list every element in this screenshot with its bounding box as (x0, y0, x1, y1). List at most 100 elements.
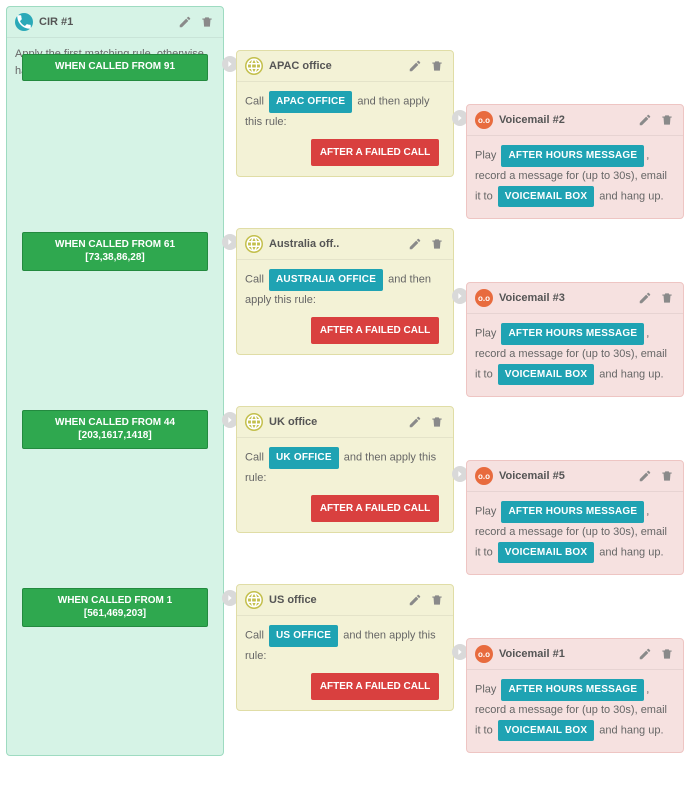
voicemail-header: o.o Voicemail #2 (467, 105, 683, 136)
office-icon (245, 591, 263, 609)
after-failed-button[interactable]: AFTER A FAILED CALL (311, 317, 439, 345)
office-chip[interactable]: AUSTRALIA OFFICE (269, 269, 383, 291)
cir-card: CIR #1 Apply the first matching rule, ot… (6, 6, 224, 756)
cir-body: Apply the first matching rule, otherwise… (7, 38, 223, 754)
voicemail-header: o.o Voicemail #3 (467, 283, 683, 314)
voicemail-title: Voicemail #1 (499, 648, 631, 660)
office-title: APAC office (269, 60, 401, 72)
office-header: UK office (237, 407, 453, 438)
office-icon (245, 57, 263, 75)
cir-title: CIR #1 (39, 16, 171, 28)
voicemail-body: Play AFTER HOURS MESSAGE, record a messa… (467, 314, 683, 396)
voicemail-title: Voicemail #2 (499, 114, 631, 126)
voicemail-card: o.o Voicemail #5 Play AFTER HOURS MESSAG… (466, 460, 684, 575)
delete-icon[interactable] (429, 592, 445, 608)
condition-line1: WHEN CALLED FROM 44 (55, 417, 175, 428)
voicemail-play: Play (475, 684, 496, 696)
office-icon (245, 413, 263, 431)
office-call-prefix: Call (245, 452, 264, 464)
voicemail-play: Play (475, 328, 496, 340)
voicemail-icon: o.o (475, 289, 493, 307)
condition-line1: WHEN CALLED FROM 61 (55, 239, 175, 250)
office-card: APAC office Call APAC OFFICE and then ap… (236, 50, 454, 177)
office-call-prefix: Call (245, 630, 264, 642)
edit-icon[interactable] (407, 236, 423, 252)
voicemail-card: o.o Voicemail #3 Play AFTER HOURS MESSAG… (466, 282, 684, 397)
office-title: US office (269, 594, 401, 606)
edit-icon[interactable] (177, 14, 193, 30)
voicemail-tail: and hang up. (599, 368, 663, 380)
edit-icon[interactable] (407, 58, 423, 74)
after-hours-chip[interactable]: AFTER HOURS MESSAGE (501, 145, 644, 167)
voicemail-tail: and hang up. (599, 546, 663, 558)
office-card: Australia off.. Call AUSTRALIA OFFICE an… (236, 228, 454, 355)
voicemail-box-chip[interactable]: VOICEMAIL BOX (498, 720, 594, 742)
office-title: Australia off.. (269, 238, 401, 250)
condition-button[interactable]: WHEN CALLED FROM 61 [73,38,86,28] (22, 232, 208, 271)
office-icon (245, 235, 263, 253)
edit-icon[interactable] (637, 646, 653, 662)
edit-icon[interactable] (637, 112, 653, 128)
delete-icon[interactable] (429, 236, 445, 252)
office-chip[interactable]: US OFFICE (269, 625, 338, 647)
voicemail-play: Play (475, 506, 496, 518)
cir-icon (15, 13, 33, 31)
office-title: UK office (269, 416, 401, 428)
edit-icon[interactable] (637, 290, 653, 306)
voicemail-body: Play AFTER HOURS MESSAGE, record a messa… (467, 670, 683, 752)
after-hours-chip[interactable]: AFTER HOURS MESSAGE (501, 679, 644, 701)
voicemail-icon: o.o (475, 467, 493, 485)
office-call-prefix: Call (245, 96, 264, 108)
office-header: APAC office (237, 51, 453, 82)
office-body: Call APAC OFFICE and then apply this rul… (237, 82, 453, 176)
condition-line1: WHEN CALLED FROM 1 (58, 595, 172, 606)
condition-line2: [561,469,203] (84, 608, 146, 619)
delete-icon[interactable] (659, 112, 675, 128)
condition-line2: [203,1617,1418] (78, 430, 151, 441)
voicemail-card: o.o Voicemail #2 Play AFTER HOURS MESSAG… (466, 104, 684, 219)
after-hours-chip[interactable]: AFTER HOURS MESSAGE (501, 501, 644, 523)
voicemail-play: Play (475, 150, 496, 162)
cir-header: CIR #1 (7, 7, 223, 38)
edit-icon[interactable] (637, 468, 653, 484)
voicemail-body: Play AFTER HOURS MESSAGE, record a messa… (467, 492, 683, 574)
voicemail-box-chip[interactable]: VOICEMAIL BOX (498, 186, 594, 208)
voicemail-title: Voicemail #5 (499, 470, 631, 482)
voicemail-body: Play AFTER HOURS MESSAGE, record a messa… (467, 136, 683, 218)
voicemail-box-chip[interactable]: VOICEMAIL BOX (498, 364, 594, 386)
delete-icon[interactable] (659, 646, 675, 662)
office-card: US office Call US OFFICE and then apply … (236, 584, 454, 711)
voicemail-box-chip[interactable]: VOICEMAIL BOX (498, 542, 594, 564)
office-chip[interactable]: APAC OFFICE (269, 91, 352, 113)
voicemail-header: o.o Voicemail #5 (467, 461, 683, 492)
voicemail-title: Voicemail #3 (499, 292, 631, 304)
voicemail-tail: and hang up. (599, 724, 663, 736)
office-body: Call AUSTRALIA OFFICE and then apply thi… (237, 260, 453, 354)
office-body: Call UK OFFICE and then apply this rule:… (237, 438, 453, 532)
after-hours-chip[interactable]: AFTER HOURS MESSAGE (501, 323, 644, 345)
condition-button[interactable]: WHEN CALLED FROM 91 (22, 54, 208, 81)
delete-icon[interactable] (199, 14, 215, 30)
condition-button[interactable]: WHEN CALLED FROM 44 [203,1617,1418] (22, 410, 208, 449)
after-failed-button[interactable]: AFTER A FAILED CALL (311, 495, 439, 523)
voicemail-header: o.o Voicemail #1 (467, 639, 683, 670)
office-call-prefix: Call (245, 274, 264, 286)
delete-icon[interactable] (659, 468, 675, 484)
delete-icon[interactable] (429, 58, 445, 74)
condition-line1: WHEN CALLED FROM 91 (55, 61, 175, 72)
edit-icon[interactable] (407, 414, 423, 430)
voicemail-card: o.o Voicemail #1 Play AFTER HOURS MESSAG… (466, 638, 684, 753)
office-chip[interactable]: UK OFFICE (269, 447, 339, 469)
condition-line2: [73,38,86,28] (85, 252, 145, 263)
voicemail-icon: o.o (475, 645, 493, 663)
voicemail-icon: o.o (475, 111, 493, 129)
edit-icon[interactable] (407, 592, 423, 608)
after-failed-button[interactable]: AFTER A FAILED CALL (311, 673, 439, 701)
voicemail-tail: and hang up. (599, 190, 663, 202)
office-body: Call US OFFICE and then apply this rule:… (237, 616, 453, 710)
condition-button[interactable]: WHEN CALLED FROM 1 [561,469,203] (22, 588, 208, 627)
delete-icon[interactable] (659, 290, 675, 306)
office-header: Australia off.. (237, 229, 453, 260)
delete-icon[interactable] (429, 414, 445, 430)
after-failed-button[interactable]: AFTER A FAILED CALL (311, 139, 439, 167)
